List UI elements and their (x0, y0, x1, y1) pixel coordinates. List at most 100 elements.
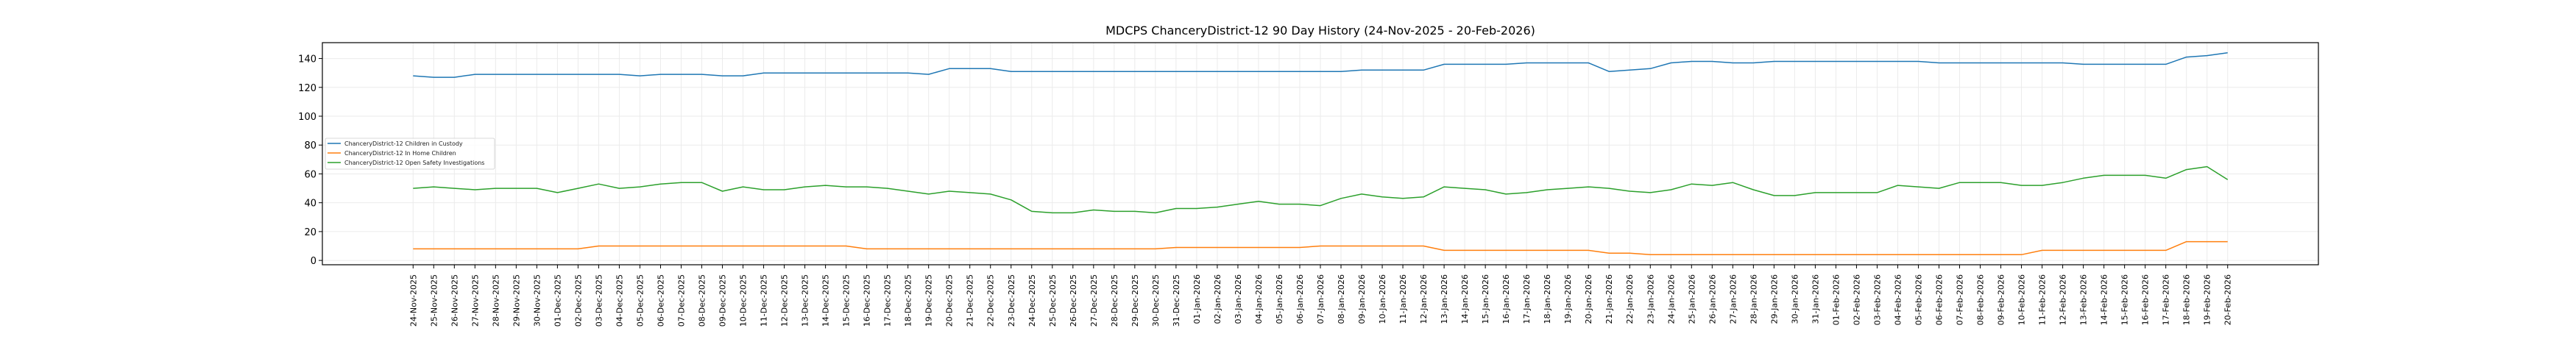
x-tick-label: 08-Feb-2026 (1976, 274, 1986, 325)
x-tick-label: 05-Jan-2026 (1275, 274, 1284, 324)
x-tick-label: 28-Jan-2026 (1749, 274, 1758, 324)
x-tick-label: 01-Feb-2026 (1831, 274, 1841, 325)
y-tick-label: 60 (304, 169, 316, 180)
x-tick-label: 06-Feb-2026 (1934, 274, 1944, 325)
x-tick-label: 01-Jan-2026 (1192, 274, 1202, 324)
x-tick-label: 29-Jan-2026 (1769, 274, 1779, 324)
x-tick-label: 28-Dec-2025 (1110, 274, 1119, 327)
legend-label-1: ChanceryDistrict-12 In Home Children (344, 150, 456, 157)
x-tick-label: 20-Jan-2026 (1584, 274, 1593, 324)
x-tick-label: 12-Jan-2026 (1419, 274, 1429, 324)
x-tick-label: 17-Dec-2025 (883, 274, 893, 327)
x-tick-label: 15-Dec-2025 (842, 274, 852, 327)
y-axis: 0 20 40 60 80 100 120 140 (298, 54, 322, 267)
x-tick-label: 03-Dec-2025 (594, 274, 604, 327)
y-tick-label: 120 (298, 83, 316, 94)
y-tick-label: 40 (304, 199, 316, 210)
x-tick-label: 23-Jan-2026 (1646, 274, 1655, 324)
x-tick-label: 04-Dec-2025 (615, 274, 624, 327)
x-tick-label: 02-Jan-2026 (1213, 274, 1222, 324)
y-tick-label: 20 (304, 227, 316, 238)
x-tick-label: 20-Feb-2026 (2223, 274, 2233, 325)
x-tick-label: 09-Dec-2025 (718, 274, 728, 327)
x-tick-label: 13-Jan-2026 (1440, 274, 1449, 324)
x-tick-label: 15-Jan-2026 (1481, 274, 1490, 324)
y-tick-label: 80 (304, 140, 316, 151)
x-tick-label: 26-Nov-2025 (450, 274, 459, 327)
x-tick-label: 11-Dec-2025 (760, 274, 769, 327)
x-tick-label: 30-Dec-2025 (1151, 274, 1161, 327)
x-tick-label: 25-Jan-2026 (1687, 274, 1696, 324)
x-tick-label: 03-Feb-2026 (1872, 274, 1882, 325)
x-tick-label: 12-Feb-2026 (2059, 274, 2068, 325)
x-tick-label: 19-Dec-2025 (924, 274, 934, 327)
x-tick-label: 28-Nov-2025 (491, 274, 500, 327)
x-tick-label: 27-Jan-2026 (1728, 274, 1738, 324)
series-line-1 (413, 240, 2228, 256)
x-tick-label: 25-Nov-2025 (429, 274, 439, 327)
x-tick-label: 14-Jan-2026 (1460, 274, 1470, 324)
x-tick-label: 16-Dec-2025 (863, 274, 872, 327)
x-tick-label: 06-Dec-2025 (656, 274, 665, 327)
x-tick-label: 19-Jan-2026 (1563, 274, 1573, 324)
x-tick-label: 18-Jan-2026 (1543, 274, 1552, 324)
series-lines (413, 51, 2229, 256)
series-line-2 (413, 165, 2229, 214)
x-tick-label: 24-Jan-2026 (1666, 274, 1676, 324)
x-tick-label: 09-Jan-2026 (1357, 274, 1367, 324)
y-tick-label: 100 (298, 112, 316, 123)
x-tick-label: 30-Jan-2026 (1790, 274, 1800, 324)
x-tick-label: 22-Jan-2026 (1625, 274, 1635, 324)
x-tick-label: 08-Dec-2025 (698, 274, 707, 327)
chart-title: MDCPS ChanceryDistrict-12 90 Day History… (1105, 24, 1535, 38)
series-line-0 (413, 51, 2228, 78)
x-tick-label: 26-Dec-2025 (1069, 274, 1078, 327)
x-tick-label: 31-Jan-2026 (1811, 274, 1820, 324)
x-tick-label: 05-Feb-2026 (1914, 274, 1923, 325)
x-tick-label: 13-Dec-2025 (801, 274, 810, 327)
x-tick-label: 13-Feb-2026 (2079, 274, 2089, 325)
x-tick-label: 15-Feb-2026 (2120, 274, 2130, 325)
x-axis: 24-Nov-2025 25-Nov-2025 26-Nov-2025 27-Nov-… (408, 265, 2233, 327)
x-tick-label: 30-Nov-2025 (532, 274, 542, 327)
x-tick-label: 18-Feb-2026 (2182, 274, 2192, 325)
legend-label-0: ChanceryDistrict-12 Children in Custody (344, 140, 463, 147)
x-tick-label: 24-Nov-2025 (408, 274, 418, 327)
x-tick-label: 08-Jan-2026 (1337, 274, 1346, 324)
x-tick-label: 21-Jan-2026 (1604, 274, 1614, 324)
x-tick-label: 07-Dec-2025 (676, 274, 686, 327)
x-tick-label: 11-Jan-2026 (1398, 274, 1408, 324)
x-tick-label: 29-Dec-2025 (1130, 274, 1140, 327)
x-tick-label: 02-Feb-2026 (1852, 274, 1861, 325)
legend-box (325, 138, 495, 170)
x-tick-label: 22-Dec-2025 (986, 274, 996, 327)
x-tick-label: 09-Feb-2026 (1997, 274, 2006, 325)
y-tick-label: 140 (298, 54, 316, 65)
x-tick-label: 20-Dec-2025 (945, 274, 955, 327)
x-tick-label: 26-Jan-2026 (1708, 274, 1717, 324)
x-tick-label: 05-Dec-2025 (635, 274, 645, 327)
x-tick-label: 16-Feb-2026 (2141, 274, 2151, 325)
x-tick-label: 06-Jan-2026 (1295, 274, 1305, 324)
x-tick-label: 02-Dec-2025 (573, 274, 583, 327)
x-tick-label: 03-Jan-2026 (1234, 274, 1243, 324)
x-tick-label: 29-Nov-2025 (512, 274, 521, 327)
x-tick-label: 21-Dec-2025 (966, 274, 975, 327)
x-tick-label: 14-Feb-2026 (2100, 274, 2109, 325)
x-tick-label: 17-Jan-2026 (1522, 274, 1532, 324)
x-tick-label: 31-Dec-2025 (1172, 274, 1181, 327)
x-tick-label: 12-Dec-2025 (780, 274, 790, 327)
x-tick-label: 01-Dec-2025 (553, 274, 562, 327)
x-tick-label: 18-Dec-2025 (904, 274, 913, 327)
x-tick-label: 10-Dec-2025 (739, 274, 749, 327)
legend-label-2: ChanceryDistrict-12 Open Safety Investig… (344, 160, 484, 166)
x-tick-label: 25-Dec-2025 (1048, 274, 1058, 327)
x-tick-label: 17-Feb-2026 (2162, 274, 2171, 325)
x-tick-label: 04-Jan-2026 (1254, 274, 1264, 324)
legend: ChanceryDistrict-12 Children in Custody C… (325, 138, 495, 170)
x-tick-label: 11-Feb-2026 (2038, 274, 2048, 325)
x-tick-label: 10-Jan-2026 (1378, 274, 1387, 324)
x-tick-label: 16-Jan-2026 (1501, 274, 1511, 324)
x-tick-label: 24-Dec-2025 (1027, 274, 1037, 327)
